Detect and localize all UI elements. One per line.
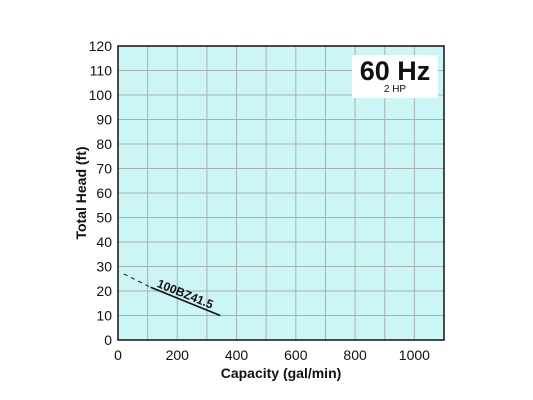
- y-tick-label: 10: [96, 308, 112, 324]
- power-label: 2 HP: [384, 84, 407, 95]
- y-tick-label: 90: [96, 112, 112, 128]
- x-tick-label: 200: [166, 347, 190, 363]
- y-tick-label: 60: [96, 185, 112, 201]
- x-tick-label: 800: [343, 347, 367, 363]
- y-tick-label: 0: [104, 332, 112, 348]
- y-tick-label: 20: [96, 283, 112, 299]
- y-tick-label: 30: [96, 259, 112, 275]
- y-tick-label: 100: [89, 87, 113, 103]
- y-tick-label: 110: [90, 63, 113, 79]
- series-line-dashed: [123, 273, 151, 288]
- y-tick-label: 120: [89, 38, 113, 54]
- x-tick-label: 600: [284, 347, 308, 363]
- y-tick-label: 50: [96, 210, 112, 226]
- tick-labels: 0 10 20 30 40 50 60 70 80 90 100 110 120 0 200 400 600 80…: [89, 38, 431, 363]
- frequency-box: [352, 55, 438, 98]
- plot-frame: [117, 45, 445, 341]
- series-line: [150, 286, 221, 317]
- x-tick-label: 0: [114, 347, 122, 363]
- x-axis-label: Capacity (gal/min): [221, 365, 342, 381]
- x-tick-label: 400: [225, 347, 249, 363]
- frequency-label: 60 Hz: [360, 56, 431, 86]
- y-axis-label: Total Head (ft): [73, 146, 89, 239]
- series-lines: [123, 273, 221, 317]
- x-tick-label: 1000: [399, 347, 430, 363]
- y-tick-label: 70: [96, 161, 112, 177]
- y-tick-label: 40: [96, 234, 112, 250]
- y-tick-label: 80: [96, 136, 112, 152]
